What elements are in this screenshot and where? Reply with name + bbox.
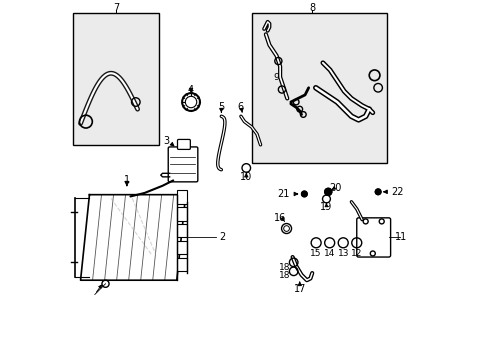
Circle shape bbox=[324, 188, 331, 195]
FancyBboxPatch shape bbox=[356, 218, 390, 257]
Circle shape bbox=[301, 191, 306, 197]
Text: 21: 21 bbox=[277, 189, 289, 199]
Circle shape bbox=[374, 189, 380, 195]
Text: 18: 18 bbox=[279, 271, 290, 280]
FancyBboxPatch shape bbox=[177, 139, 190, 149]
Polygon shape bbox=[81, 195, 185, 280]
Text: 13: 13 bbox=[337, 249, 348, 258]
Bar bbox=[177, 241, 187, 255]
Text: 18: 18 bbox=[279, 263, 290, 272]
Text: 6: 6 bbox=[237, 102, 244, 112]
Text: 20: 20 bbox=[328, 183, 341, 193]
FancyBboxPatch shape bbox=[168, 147, 198, 182]
Text: 12: 12 bbox=[350, 249, 362, 258]
Text: 7: 7 bbox=[113, 3, 119, 13]
Text: 11: 11 bbox=[394, 233, 407, 242]
Bar bbox=[177, 207, 187, 221]
Text: 14: 14 bbox=[324, 249, 335, 258]
Text: 5: 5 bbox=[218, 102, 224, 112]
Bar bbox=[251, 13, 386, 163]
Bar bbox=[177, 258, 187, 271]
Text: 4: 4 bbox=[187, 85, 194, 95]
Text: 22: 22 bbox=[390, 187, 403, 197]
Text: 3: 3 bbox=[163, 136, 169, 146]
Text: 8: 8 bbox=[308, 3, 315, 13]
Text: 1: 1 bbox=[123, 175, 130, 185]
Text: 16: 16 bbox=[273, 213, 285, 223]
Text: 19: 19 bbox=[320, 202, 332, 212]
Bar bbox=[73, 13, 159, 145]
Text: 15: 15 bbox=[310, 249, 321, 258]
Text: 17: 17 bbox=[293, 284, 305, 294]
Text: 9: 9 bbox=[273, 73, 279, 82]
Text: 2: 2 bbox=[219, 233, 225, 242]
Text: 10: 10 bbox=[240, 172, 252, 182]
Bar bbox=[177, 190, 187, 204]
Bar bbox=[177, 224, 187, 238]
